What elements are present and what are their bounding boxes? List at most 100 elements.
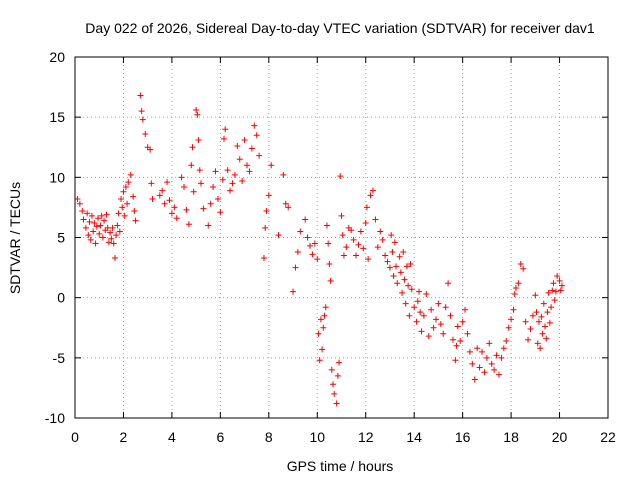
data-point: [388, 232, 395, 239]
y-tick-label: -5: [53, 350, 66, 366]
data-point: [166, 197, 173, 204]
data-point: [311, 240, 318, 247]
data-point: [500, 345, 507, 352]
data-point: [98, 212, 105, 219]
data-point: [503, 337, 510, 344]
data-point: [557, 287, 564, 294]
data-point: [377, 228, 384, 235]
data-point: [447, 312, 454, 319]
data-point: [464, 330, 471, 337]
data-point: [309, 251, 316, 258]
data-point: [474, 345, 481, 352]
data-point: [551, 297, 558, 304]
data-point: [538, 313, 545, 320]
data-point: [350, 236, 357, 243]
data-point: [297, 228, 304, 235]
data-point: [217, 209, 224, 216]
data-point: [193, 106, 200, 113]
data-point: [148, 180, 155, 187]
data-point: [545, 289, 552, 296]
data-point: [120, 188, 127, 195]
data-point: [125, 179, 132, 186]
data-point: [268, 162, 275, 169]
data-point: [367, 192, 374, 199]
data-point: [111, 254, 118, 261]
data-point: [533, 309, 540, 316]
data-point: [304, 234, 311, 241]
data-point: [466, 348, 473, 355]
y-tick-label: 15: [49, 109, 65, 125]
data-point: [389, 248, 396, 255]
data-point: [294, 248, 301, 255]
data-point: [453, 342, 460, 349]
data-point: [262, 224, 269, 231]
data-point: [488, 360, 495, 367]
data-point: [227, 187, 234, 194]
data-point: [469, 360, 476, 367]
data-point: [214, 195, 221, 202]
data-point: [556, 277, 563, 284]
data-point: [512, 285, 519, 292]
data-point: [476, 364, 483, 371]
data-point: [189, 144, 196, 151]
data-point: [173, 215, 180, 222]
data-point: [449, 336, 456, 343]
data-point: [405, 282, 412, 289]
data-point: [302, 216, 309, 223]
x-tick-label: 22: [600, 429, 616, 445]
data-point: [142, 131, 149, 138]
data-point: [219, 176, 226, 183]
data-point: [357, 228, 364, 235]
data-point: [131, 208, 138, 215]
data-point: [265, 192, 272, 199]
data-point: [122, 183, 129, 190]
data-point: [486, 340, 493, 347]
data-point: [137, 92, 144, 99]
data-point: [319, 346, 326, 353]
data-point: [80, 216, 87, 223]
data-point: [121, 212, 128, 219]
data-point: [390, 273, 397, 280]
data-point: [105, 239, 112, 246]
ticks-layer: 0 2 4 6 8 10 12 14 16 18 20 22 -10 -5 0 5 10 15 20: [45, 49, 616, 445]
data-point: [200, 205, 207, 212]
data-point: [76, 200, 83, 207]
data-point: [110, 240, 117, 247]
data-point: [234, 143, 241, 150]
data-point: [161, 200, 168, 207]
data-point: [386, 264, 393, 271]
x-tick-label: 10: [309, 429, 325, 445]
data-point: [327, 277, 334, 284]
data-point: [360, 245, 367, 252]
data-point: [280, 171, 287, 178]
data-point: [505, 324, 512, 331]
data-point: [331, 390, 338, 397]
data-point: [413, 318, 420, 325]
data-point: [558, 282, 565, 289]
data-point: [542, 323, 549, 330]
data-point: [396, 253, 403, 260]
data-point: [115, 210, 122, 217]
data-point: [365, 256, 372, 263]
data-point: [307, 242, 314, 249]
data-point: [418, 328, 425, 335]
data-point: [440, 330, 447, 337]
data-point: [548, 304, 555, 311]
data-point: [256, 152, 263, 159]
data-point: [483, 354, 490, 361]
data-point: [197, 180, 204, 187]
data-point: [391, 239, 398, 246]
chart-title: Day 022 of 2026, Sidereal Day-to-day VTE…: [85, 20, 595, 36]
data-point: [275, 232, 282, 239]
data-point: [207, 200, 214, 207]
data-point: [99, 234, 106, 241]
data-point: [491, 366, 498, 373]
data-point: [481, 369, 488, 376]
data-point: [147, 146, 154, 153]
x-tick-label: 18: [503, 429, 519, 445]
data-point: [124, 200, 131, 207]
data-point: [535, 318, 542, 325]
data-point: [231, 171, 238, 178]
data-point: [337, 173, 344, 180]
